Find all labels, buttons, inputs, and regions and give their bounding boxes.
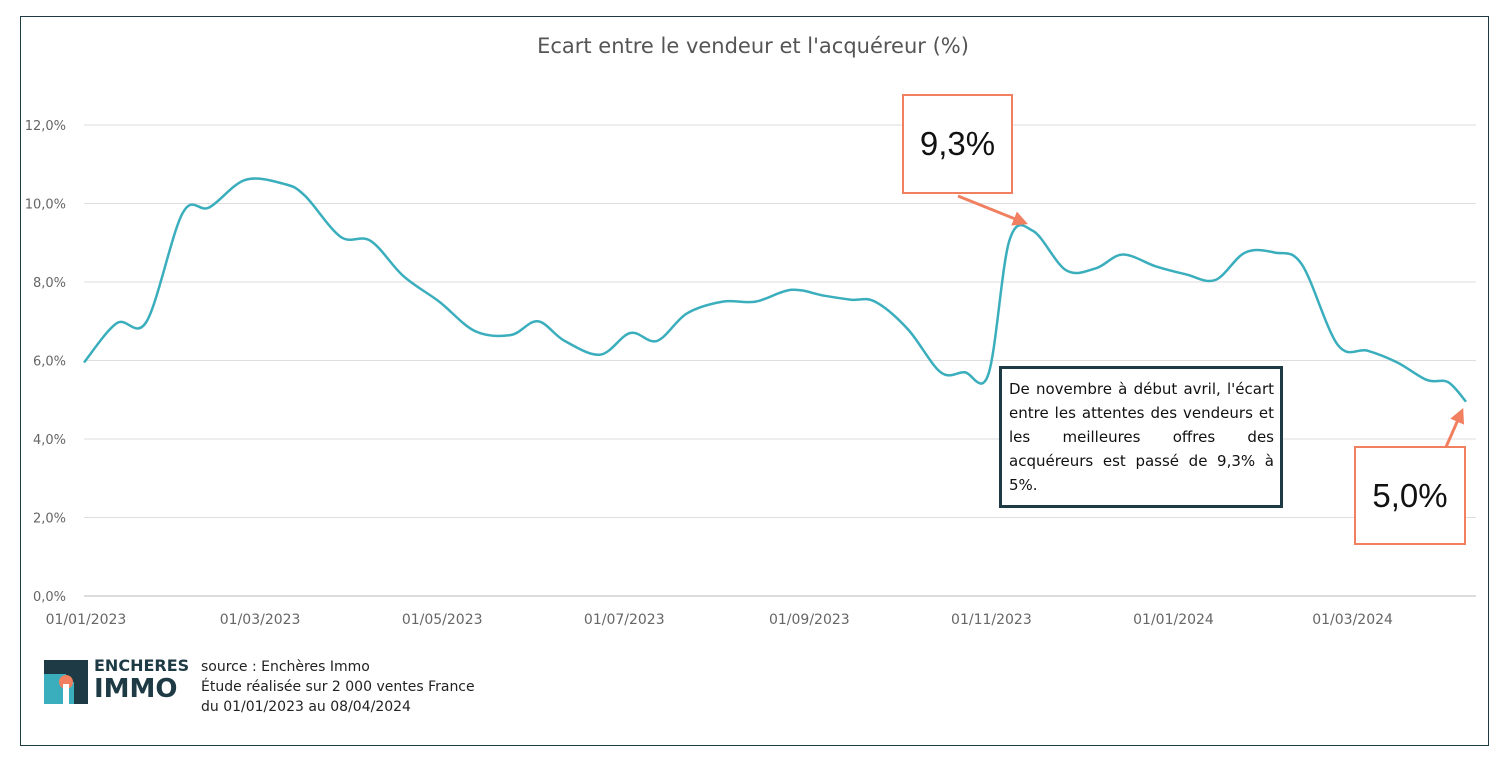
logo-line2: IMMO bbox=[94, 674, 178, 704]
x-tick-label: 01/05/2023 bbox=[402, 612, 483, 628]
x-tick-label: 01/07/2023 bbox=[584, 612, 665, 628]
logo-wordmark: ENCHERES IMMO bbox=[94, 656, 190, 704]
source-line: source : Enchères Immo bbox=[201, 659, 370, 675]
y-tick-label: 8,0% bbox=[33, 276, 66, 291]
y-tick-label: 12,0% bbox=[25, 119, 66, 134]
y-tick-label: 2,0% bbox=[33, 512, 66, 527]
x-axis: 01/01/2023 01/03/2023 01/05/2023 01/07/2023… bbox=[46, 612, 1393, 628]
series-layer bbox=[83, 177, 1467, 403]
logo-line1: ENCHERES bbox=[94, 656, 190, 675]
x-tick-label: 01/03/2023 bbox=[220, 612, 301, 628]
x-tick-label: 01/01/2024 bbox=[1133, 612, 1214, 628]
note-box: De novembre à début avril, l'écart entre… bbox=[999, 366, 1283, 508]
gridlines bbox=[84, 124, 1476, 597]
chart-frame bbox=[20, 16, 1489, 746]
note-text: De novembre à début avril, l'écart entre… bbox=[1009, 380, 1274, 494]
arrow-end bbox=[1444, 407, 1465, 448]
annotation-peak: 9,3% bbox=[902, 94, 1013, 194]
arrow-peak bbox=[957, 194, 1028, 226]
x-tick-label: 01/09/2023 bbox=[769, 612, 850, 628]
y-axis: 0,0% 2,0% 4,0% 6,0% 8,0% 10,0% 12,0% bbox=[25, 119, 66, 605]
source-line: Étude réalisée sur 2 000 ventes France bbox=[201, 679, 475, 695]
annotation-end-label: 5,0% bbox=[1372, 476, 1448, 514]
x-tick-label: 01/01/2023 bbox=[46, 612, 127, 628]
annotation-arrows bbox=[957, 194, 1465, 448]
y-tick-label: 6,0% bbox=[33, 355, 66, 370]
chart-title: Ecart entre le vendeur et l'acquéreur (%… bbox=[537, 34, 969, 58]
source-line: du 01/01/2023 au 08/04/2024 bbox=[201, 699, 411, 715]
y-tick-label: 10,0% bbox=[25, 198, 66, 213]
series-line bbox=[83, 177, 1467, 403]
y-tick-label: 0,0% bbox=[33, 590, 66, 605]
y-tick-label: 4,0% bbox=[33, 433, 66, 448]
annotation-peak-label: 9,3% bbox=[919, 125, 996, 162]
x-tick-label: 01/03/2024 bbox=[1312, 612, 1393, 628]
logo-icon bbox=[44, 660, 88, 704]
x-tick-label: 01/11/2023 bbox=[951, 612, 1032, 628]
annotation-end: 5,0% bbox=[1354, 446, 1466, 545]
source-text: source : Enchères Immo Étude réalisée su… bbox=[201, 657, 475, 717]
